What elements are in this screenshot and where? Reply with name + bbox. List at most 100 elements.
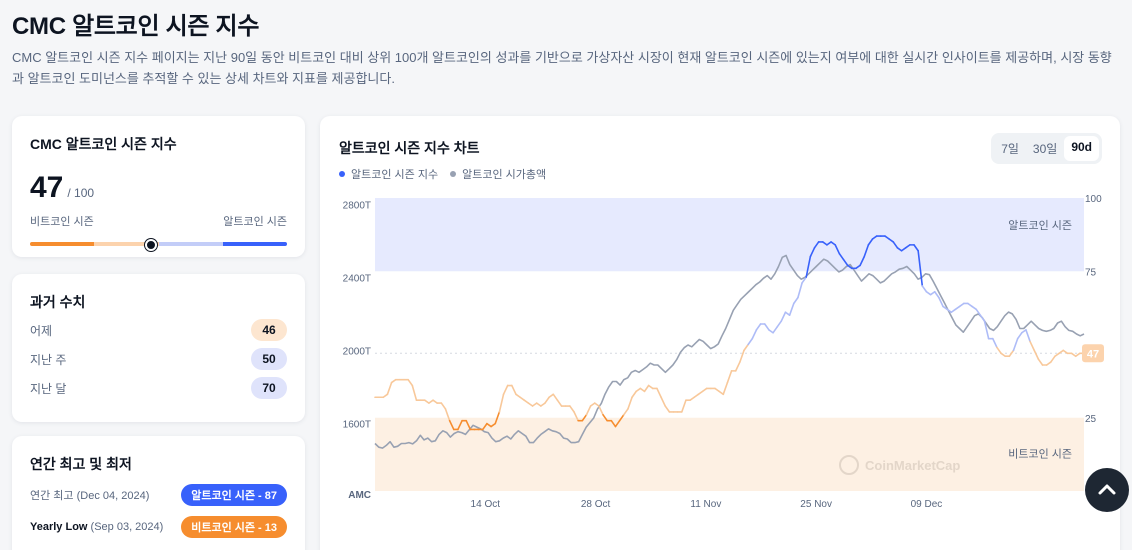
series-index-segment [863, 244, 870, 258]
index-card-title: CMC 알트코인 시즌 지수 [30, 136, 177, 152]
series-index-segment [900, 247, 907, 252]
altcoin-zone-label: 알트코인 시즌 [1008, 218, 1072, 232]
tab-90d[interactable]: 90d [1064, 136, 1099, 161]
series-index-segment [913, 244, 919, 252]
bitcoin-zone-label: 비트코인 시즌 [1008, 447, 1072, 460]
series-index-segment [946, 308, 953, 314]
history-title: 과거 수치 [30, 294, 86, 310]
series-index-segment [842, 258, 849, 267]
index-value: 47 [30, 171, 64, 204]
series-index-segment [614, 419, 621, 428]
series-index-segment [772, 326, 778, 334]
watermark-text: CoinMarketCap [865, 458, 960, 473]
tab-30d[interactable]: 30일 [1032, 142, 1058, 156]
series-index-segment [540, 402, 546, 407]
series-index-segment [813, 241, 820, 249]
series-index-segment [797, 282, 803, 299]
series-index-segment [498, 393, 505, 413]
series-index-segment [983, 320, 990, 340]
history-label: 지난 주 [30, 352, 67, 367]
series-index-segment [925, 290, 932, 296]
series-index-segment [734, 361, 741, 372]
series-index-segment [643, 384, 650, 393]
chart-card: 알트코인 시즌 비트코인 시즌 CoinMarketCap 2800T 2400T 200… [320, 116, 1120, 550]
series-index-segment [996, 346, 1002, 355]
history-value: 70 [251, 377, 287, 399]
series-index-segment [639, 387, 646, 393]
series-index-segment [631, 390, 638, 399]
series-index-segment [552, 393, 559, 401]
series-index-segment [755, 323, 762, 331]
series-index-segment [838, 252, 845, 261]
series-index-segment [1008, 349, 1015, 358]
meter-segment-alt-light [158, 242, 223, 246]
series-index-segment [535, 402, 542, 407]
series-index-segment [780, 311, 787, 322]
series-index-segment [423, 399, 430, 404]
bitcoin-season-zone [375, 417, 1084, 491]
series-index-segment [975, 308, 982, 316]
series-index-segment [763, 323, 770, 331]
series-index-segment [585, 405, 592, 416]
series-index-segment [689, 396, 696, 401]
yearly-card: 연간 최고 및 최저 연간 최고 (Dec 04, 2024) 알트코인 시즌 … [12, 436, 305, 550]
series-index-segment [465, 419, 472, 431]
yearly-low-badge: 비트코인 시즌 - 13 [181, 516, 287, 538]
history-row-last-week: 지난 주 50 [30, 348, 287, 370]
series-index-segment [531, 402, 538, 407]
x-axis-tick: 09 Dec [911, 499, 943, 510]
series-index-segment [486, 422, 492, 428]
series-index-segment [1029, 340, 1036, 352]
series-index-segment [967, 302, 973, 308]
series-index-segment [776, 320, 783, 328]
series-index-segment [892, 241, 899, 249]
series-index-segment [979, 314, 986, 322]
series-index-segment [656, 387, 662, 399]
meter-segment-btc [30, 242, 95, 246]
series-index-segment [921, 285, 928, 293]
series-index-segment [1054, 352, 1060, 358]
series-index-segment [718, 390, 725, 396]
history-label: 지난 달 [30, 381, 67, 396]
series-index-segment [871, 235, 878, 240]
series-index-segment [1016, 331, 1023, 340]
series-index-segment [556, 399, 563, 407]
current-value-badge-bg [1082, 344, 1104, 363]
series-index-segment [859, 255, 866, 267]
series-index-segment [1074, 352, 1081, 358]
legend-dot-gray [450, 171, 457, 177]
yearly-low-text: Yearly Low (Sep 03, 2024) [30, 521, 163, 533]
legend-index[interactable]: 알트코인 시즌 지수 [339, 166, 438, 182]
series-index-segment [635, 387, 642, 393]
series-index-segment [1000, 352, 1007, 358]
scroll-to-top-button[interactable] [1085, 468, 1129, 512]
series-index-segment [382, 393, 389, 399]
series-index-segment [581, 414, 588, 422]
x-axis-tick: 25 Nov [800, 499, 832, 510]
altcoin-season-zone [375, 198, 1084, 272]
left-axis-tick: 2800T [343, 200, 371, 211]
series-index-segment [751, 329, 758, 340]
left-axis-tick: 2400T [343, 273, 371, 284]
x-axis-tick: 14 Oct [471, 499, 501, 510]
series-index-segment [942, 305, 948, 311]
history-row-yesterday: 어제 46 [30, 319, 287, 341]
x-axis-tick: 11 Nov [690, 499, 721, 510]
season-labels: 비트코인 시즌 알트코인 시즌 [30, 213, 287, 229]
right-axis-tick: 100 [1085, 194, 1102, 205]
series-index-segment [888, 238, 895, 243]
series-index-segment [602, 414, 608, 422]
current-value-badge: 47 [1087, 348, 1099, 360]
legend-marketcap[interactable]: 알트코인 시가총액 [450, 166, 546, 182]
series-index-segment [411, 384, 418, 401]
yearly-title: 연간 최고 및 최저 [30, 456, 132, 472]
series-index-segment [490, 422, 497, 428]
yearly-high-date: (Dec 04, 2024) [76, 490, 150, 502]
series-index-segment [664, 405, 671, 413]
series-index-segment [958, 302, 965, 308]
tab-7d[interactable]: 7일 [1001, 142, 1019, 156]
series-index-segment [768, 329, 774, 334]
series-index-segment [511, 384, 517, 396]
series-index-segment [548, 393, 555, 399]
series-index-segment [801, 276, 808, 284]
